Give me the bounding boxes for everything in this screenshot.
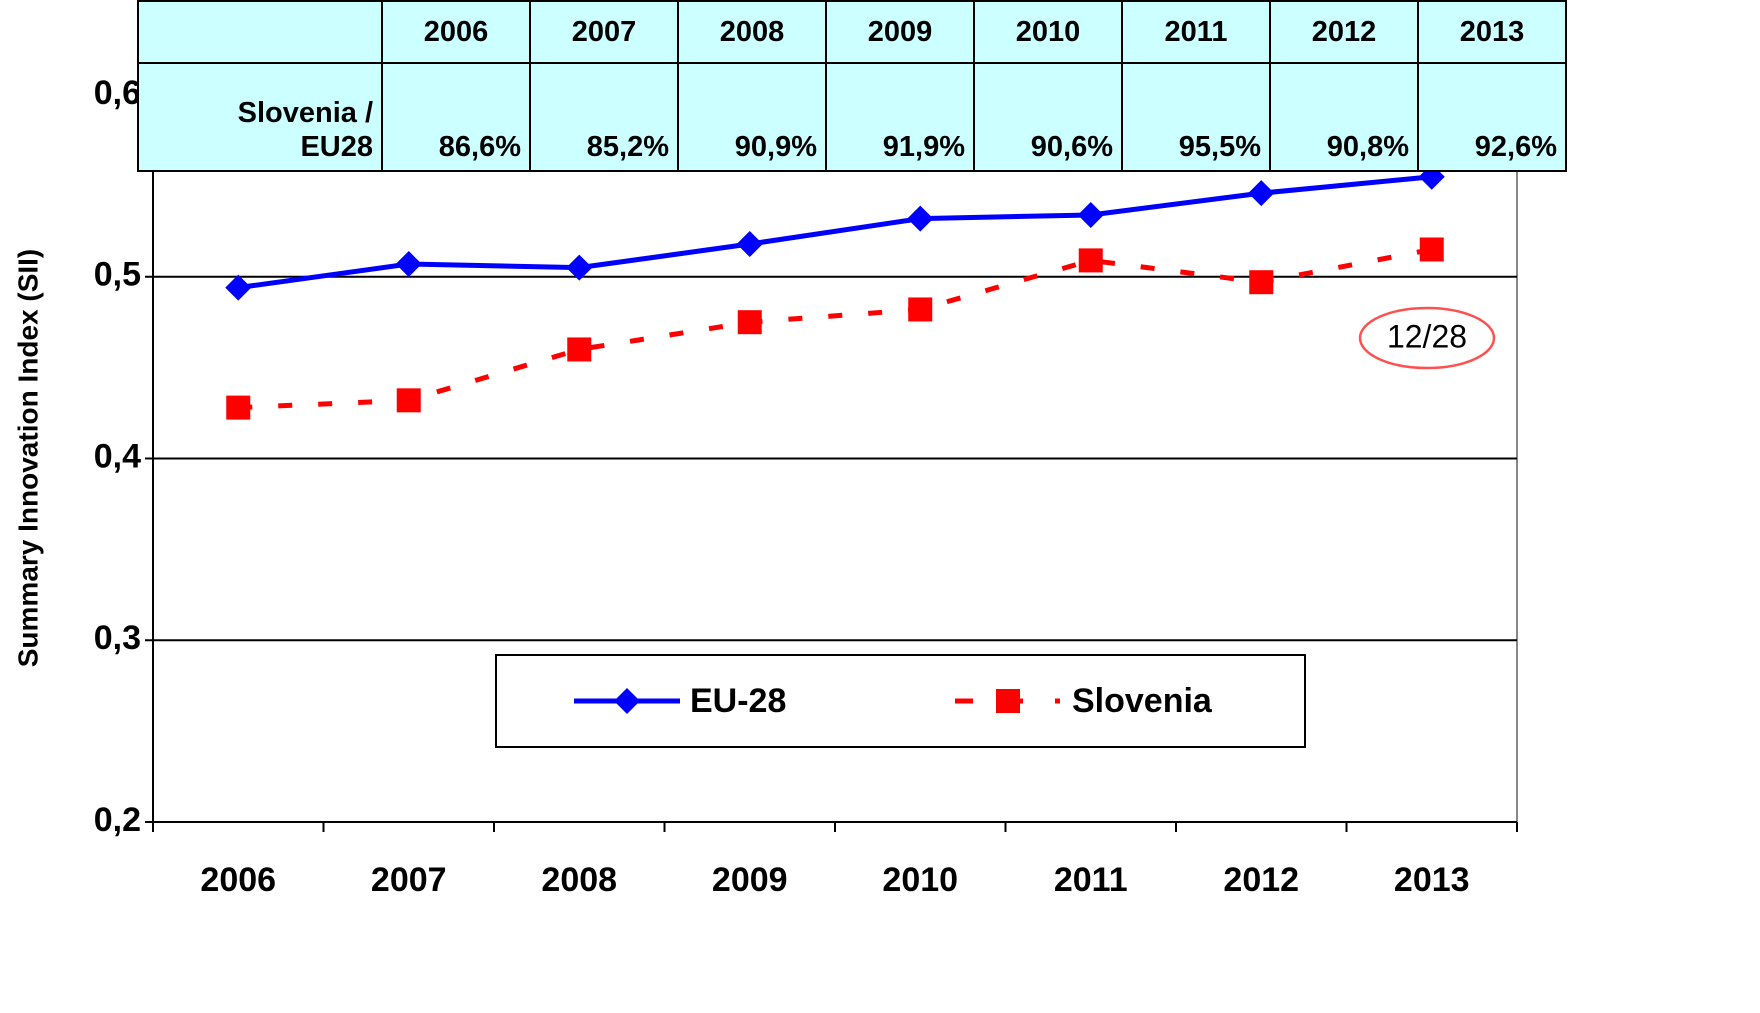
x-tick-label: 2007 xyxy=(371,861,447,899)
legend-label: Slovenia xyxy=(1072,682,1213,720)
table-cell: 92,6% xyxy=(1417,62,1567,172)
y-tick-label: 0,6 xyxy=(94,74,141,112)
series-line xyxy=(237,174,1432,291)
table-row: Slovenia / EU28 86,6% 85,2% 90,9% 91,9% 90,6%… xyxy=(137,62,1567,172)
legend-marker xyxy=(996,689,1020,713)
table-cell: 90,6% xyxy=(973,62,1123,172)
diamond-marker xyxy=(1248,180,1275,207)
square-marker xyxy=(396,388,421,413)
table-header-cell: 2008 xyxy=(677,0,827,64)
table-header-cell: 2011 xyxy=(1121,0,1271,64)
row-label-cell: Slovenia / EU28 xyxy=(137,62,383,172)
x-tick-label: 2008 xyxy=(541,861,617,899)
series-line xyxy=(238,247,1433,411)
x-tick-label: 2009 xyxy=(712,861,788,899)
x-tick-label: 2011 xyxy=(1054,861,1128,899)
square-marker xyxy=(908,297,933,322)
y-tick-label: 0,5 xyxy=(94,256,141,294)
diamond-marker xyxy=(225,274,252,301)
square-marker xyxy=(1419,237,1444,262)
x-tick-label: 2013 xyxy=(1394,861,1470,899)
legend-marker xyxy=(614,688,640,714)
table-header-cell: 2012 xyxy=(1269,0,1419,64)
x-tick-label: 2010 xyxy=(882,861,958,899)
annotation-ellipse xyxy=(1358,306,1496,370)
row-label: Slovenia / EU28 xyxy=(237,97,373,163)
y-tick-label: 0,3 xyxy=(94,619,141,657)
y-tick-label: 0,2 xyxy=(94,801,141,839)
table-cell: 86,6% xyxy=(381,62,531,172)
diamond-marker xyxy=(736,231,763,258)
diamond-marker xyxy=(566,254,593,281)
legend-label: EU-28 xyxy=(690,682,786,720)
table-header-cell: 2010 xyxy=(973,0,1123,64)
table-header-cell: 2009 xyxy=(825,0,975,64)
table-corner xyxy=(137,0,383,64)
table-header: 2006 2007 2008 2009 2010 2011 2012 2013 xyxy=(137,0,1567,64)
annotation: 12/28 xyxy=(1387,318,1467,354)
square-marker xyxy=(1249,270,1274,295)
table-cell: 90,8% xyxy=(1269,62,1419,172)
x-tick-label: 2012 xyxy=(1223,861,1299,899)
diamond-marker xyxy=(395,251,422,278)
square-marker xyxy=(567,337,592,362)
table-cell: 91,9% xyxy=(825,62,975,172)
data-table: 2006 2007 2008 2009 2010 2011 2012 2013 Sloveni… xyxy=(137,0,1567,172)
table-header-cell: 2007 xyxy=(529,0,679,64)
square-marker xyxy=(737,310,762,335)
y-tick-label: 0,4 xyxy=(94,437,141,475)
x-tick-label: 2006 xyxy=(200,861,276,899)
table-cell: 85,2% xyxy=(529,62,679,172)
square-marker xyxy=(226,395,251,420)
y-axis-title: Summary Innovation Index (SII) xyxy=(12,249,43,668)
table-header-cell: 2006 xyxy=(381,0,531,64)
table-cell: 90,9% xyxy=(677,62,827,172)
table-header-cell: 2013 xyxy=(1417,0,1567,64)
diamond-marker xyxy=(1077,201,1104,228)
table-cell: 95,5% xyxy=(1121,62,1271,172)
square-marker xyxy=(1078,248,1103,273)
diamond-marker xyxy=(907,205,934,232)
